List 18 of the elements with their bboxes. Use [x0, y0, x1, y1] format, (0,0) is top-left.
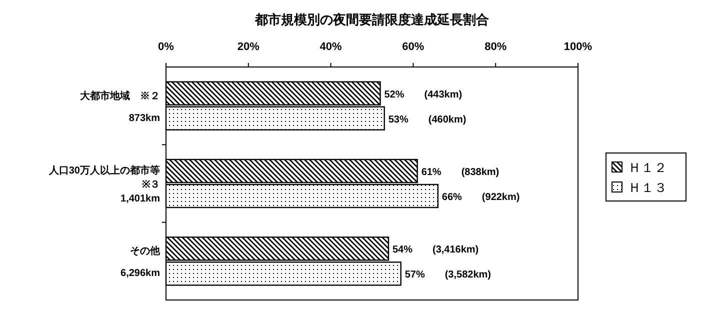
x-tick-label: 60% [402, 41, 424, 53]
legend-label: Ｈ１３ [628, 180, 667, 195]
x-tick-label: 0% [158, 41, 174, 53]
y-tick-label: その他 6,296km [120, 245, 161, 280]
data-label: 54% (3,416km) [392, 244, 479, 256]
y-tick-label: 大都市地域 ※２ 873km [79, 90, 160, 124]
data-label: 57% (3,582km) [404, 270, 491, 281]
x-tick-label: 80% [484, 41, 507, 53]
data-label: 53% (460km) [388, 114, 466, 126]
legend-label: Ｈ１２ [628, 160, 667, 175]
chart-title: 都市規模別の夜間要請限度達成延長割合 [254, 12, 489, 27]
y-tick-label: 人口30万人以上の都市等 ※３ 1,401km [48, 164, 160, 204]
data-label: 66% (922km) [442, 192, 520, 203]
data-label: 52% (443km) [384, 89, 462, 100]
x-tick-label: 40% [320, 41, 342, 53]
data-label: 61% (838km) [421, 167, 500, 178]
x-tick-label: 20% [237, 41, 260, 53]
x-tick-label: 100% [564, 41, 592, 53]
